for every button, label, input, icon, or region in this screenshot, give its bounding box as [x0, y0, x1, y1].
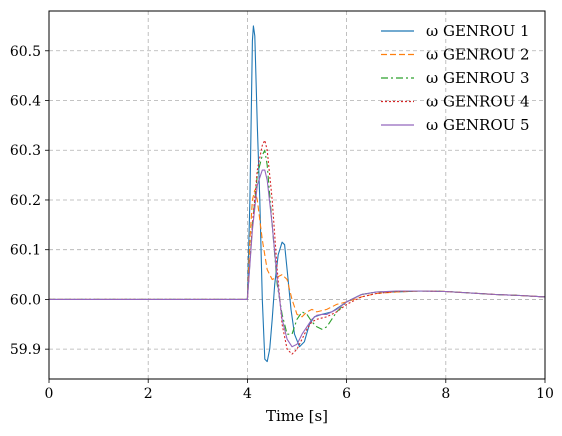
x-tick-label: 6 — [342, 386, 351, 402]
y-tick-label: 60.3 — [10, 143, 41, 159]
y-tick-label: 59.9 — [10, 342, 41, 358]
series-lines — [49, 25, 546, 363]
grid — [48, 11, 546, 379]
x-tick-label: 10 — [536, 386, 554, 402]
series-line-genrou-2 — [49, 189, 546, 318]
y-tick-label: 60.4 — [10, 94, 41, 110]
series-line-genrou-3 — [49, 149, 546, 335]
x-tick-label: 2 — [144, 386, 153, 402]
x-tick-label: 0 — [45, 386, 54, 402]
legend-label-genrou-2: ω GENROU 2 — [426, 46, 530, 64]
y-tick-label: 60.1 — [10, 243, 41, 259]
x-axis-label: Time [s] — [266, 407, 328, 425]
legend: ω GENROU 1 ω GENROU 2 ω GENROU 3 ω GENROU 4… — [381, 22, 530, 134]
legend-label-genrou-1: ω GENROU 1 — [426, 22, 530, 40]
axis-ticks: 0 2 4 6 8 10 59.9 60.0 60.1 60.2 60.3 60.4 60.5 — [10, 44, 554, 402]
y-tick-label: 60.5 — [10, 44, 41, 60]
plot-frame — [48, 10, 546, 380]
legend-label-genrou-3: ω GENROU 3 — [426, 69, 530, 87]
series-line-genrou-4 — [49, 139, 546, 355]
x-tick-label: 4 — [243, 386, 252, 402]
x-tick-label: 8 — [441, 386, 450, 402]
series-line-genrou-5 — [49, 169, 546, 348]
legend-label-genrou-4: ω GENROU 4 — [426, 93, 530, 111]
legend-label-genrou-5: ω GENROU 5 — [426, 116, 530, 134]
y-tick-label: 60.2 — [10, 193, 41, 209]
y-tick-label: 60.0 — [10, 292, 41, 308]
